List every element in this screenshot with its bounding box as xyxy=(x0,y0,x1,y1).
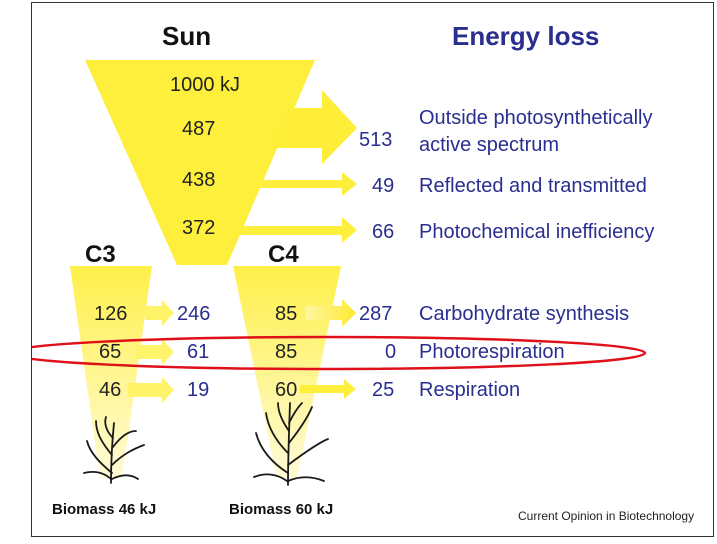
c4-input-value: 85 xyxy=(275,341,298,363)
process-loss-value: 287 xyxy=(359,303,393,325)
process-loss-value: 0 xyxy=(385,341,397,363)
sun-step1-value: 487 xyxy=(182,118,216,140)
source-credit: Current Opinion in Biotechnology xyxy=(518,509,695,523)
arrow-loss-photochemical xyxy=(238,217,357,243)
sun-input-value: 1000 kJ xyxy=(170,74,241,96)
c4-input-value: 60 xyxy=(275,379,298,401)
loss-value: 49 xyxy=(372,175,395,197)
plant-icon xyxy=(83,416,145,484)
biomass-c3-label: Biomass 46 kJ xyxy=(52,501,157,518)
c3-input-value: 46 xyxy=(99,379,122,401)
sun-step2-value: 438 xyxy=(182,169,216,191)
loss-label: Outside photosynthetically xyxy=(419,107,653,129)
c3-loss-value: 246 xyxy=(177,303,211,325)
arrow-c4-respiration xyxy=(300,379,356,399)
arrow-loss-reflected xyxy=(254,172,357,196)
c4-header: C4 xyxy=(268,241,299,268)
process-loss-value: 25 xyxy=(372,379,395,401)
process-label: Respiration xyxy=(419,379,521,401)
arrow-loss-outside-spectrum xyxy=(270,90,357,164)
c3-funnel xyxy=(70,266,152,478)
sun-funnel xyxy=(85,60,315,265)
arrow-c3-photorespiration xyxy=(136,339,174,365)
energy-loss-header: Energy loss xyxy=(452,21,600,51)
loss-label: Photochemical inefficiency xyxy=(419,221,655,243)
c3-input-value: 126 xyxy=(94,303,128,325)
c3-loss-value: 61 xyxy=(187,341,210,363)
arrow-c4-carbohydrate xyxy=(306,299,356,327)
arrow-c3-respiration xyxy=(128,377,174,403)
process-label: Photorespiration xyxy=(419,341,565,363)
c4-funnel xyxy=(233,266,341,478)
biomass-c4-label: Biomass 60 kJ xyxy=(229,501,334,518)
c3-input-value: 65 xyxy=(99,341,122,363)
plant-icon xyxy=(253,402,329,486)
arrow-c3-carbohydrate xyxy=(145,300,174,326)
c4-input-value: 85 xyxy=(275,303,298,325)
c3-loss-value: 19 xyxy=(187,379,210,401)
loss-value: 513 xyxy=(359,129,393,151)
energy-loss-figure: Sun Energy loss C3 C4 1000 kJ 487 438 37… xyxy=(31,2,714,537)
sun-step3-value: 372 xyxy=(182,217,216,239)
diagram-graphics xyxy=(32,60,647,486)
highlight-ellipse xyxy=(32,335,647,371)
loss-value: 66 xyxy=(372,221,395,243)
process-label: Carbohydrate synthesis xyxy=(419,303,630,325)
c3-header: C3 xyxy=(85,241,116,268)
sun-header: Sun xyxy=(162,21,212,51)
loss-label: active spectrum xyxy=(419,134,560,156)
loss-label: Reflected and transmitted xyxy=(419,175,647,197)
